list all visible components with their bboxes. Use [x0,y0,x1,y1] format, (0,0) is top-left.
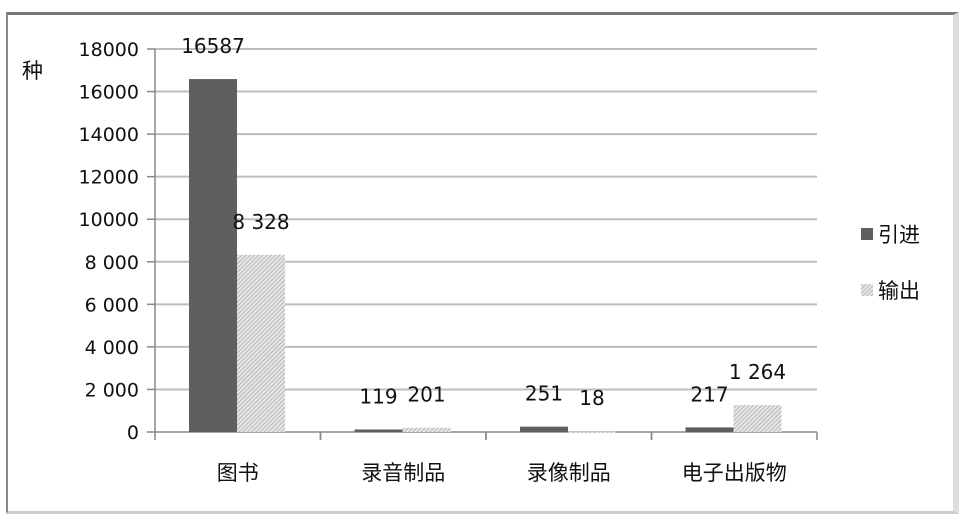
chart-frame [6,12,959,514]
data-label: 16587 [181,34,245,58]
y-axis-label: 种 [22,59,43,83]
category-label: 录音制品 [361,461,445,485]
data-label: 217 [690,382,728,406]
data-label: 8 328 [232,210,289,234]
y-tick-label: 16000 [79,82,139,104]
data-label: 251 [525,382,563,406]
y-tick-label: 14000 [79,124,139,146]
y-tick-label: 10000 [79,209,139,231]
legend-swatch [861,228,873,240]
bar-export [402,427,451,432]
data-label: 201 [407,383,445,407]
bar-export [237,254,285,432]
bar-import [189,79,237,433]
data-label: 18 [579,386,604,410]
y-tick-label: 12000 [79,167,139,189]
bar-import [685,427,734,432]
category-label: 图书 [217,461,259,485]
category-label: 录像制品 [527,461,611,485]
data-label: 1 264 [729,360,786,384]
category-label: 电子出版物 [682,461,787,485]
legend-label: 输出 [878,279,920,303]
legend-swatch [861,284,873,296]
y-tick-label: 18000 [79,39,139,61]
bar-import [520,426,568,432]
data-label: 119 [359,384,397,408]
legend-label: 引进 [878,223,920,247]
bar-export [733,405,782,432]
y-tick-label: 4 000 [85,337,139,359]
bar-export [568,431,616,434]
bar-import [354,429,403,432]
y-tick-label: 8 000 [85,252,139,274]
y-tick-label: 2 000 [85,379,139,401]
y-tick-label: 0 [127,422,139,444]
y-tick-label: 6 000 [85,294,139,316]
